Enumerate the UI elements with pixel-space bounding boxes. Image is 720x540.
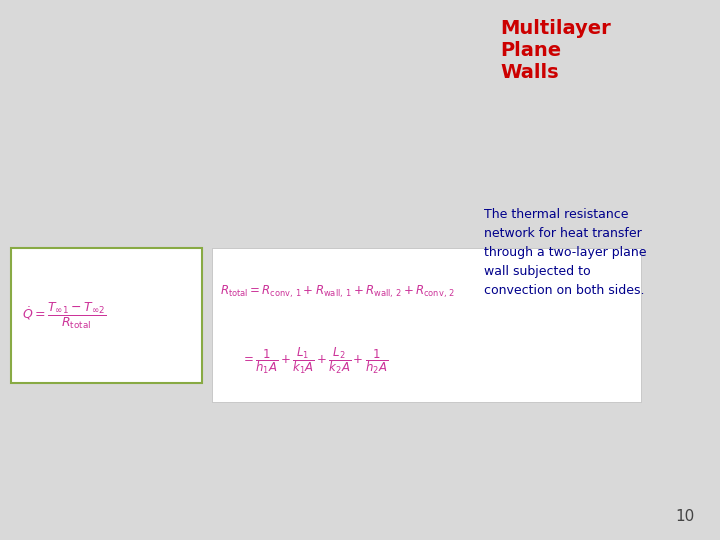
Text: $\dot{Q} = \dfrac{T_{\infty 1} - T_{\infty 2}}{R_{\mathrm{total}}}$: $\dot{Q} = \dfrac{T_{\infty 1} - T_{\inf… — [22, 301, 106, 331]
Text: The thermal resistance
network for heat transfer
through a two-layer plane
wall : The thermal resistance network for heat … — [484, 208, 647, 297]
FancyBboxPatch shape — [212, 248, 641, 402]
FancyBboxPatch shape — [11, 248, 202, 383]
Text: Multilayer
Plane
Walls: Multilayer Plane Walls — [500, 19, 611, 82]
Text: $R_{\mathrm{total}} = R_{\mathrm{conv,\,1}} + R_{\mathrm{wall,\,1}} + R_{\mathrm: $R_{\mathrm{total}} = R_{\mathrm{conv,\,… — [220, 284, 454, 300]
Text: $= \dfrac{1}{h_1 A} + \dfrac{L_1}{k_1 A} + \dfrac{L_2}{k_2 A} + \dfrac{1}{h_2 A}: $= \dfrac{1}{h_1 A} + \dfrac{L_1}{k_1 A}… — [241, 345, 388, 376]
Text: 10: 10 — [675, 509, 695, 524]
